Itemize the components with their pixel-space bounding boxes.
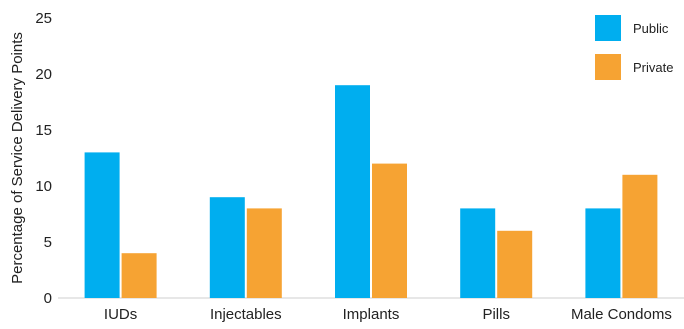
bar-private-iuds <box>121 253 157 298</box>
bar-private-injectables <box>246 208 282 298</box>
legend-label-private: Private <box>633 60 673 75</box>
x-tick-label: Implants <box>343 306 400 323</box>
bar-public-pills <box>460 208 496 298</box>
y-axis-title: Percentage of Service Delivery Points <box>9 32 26 284</box>
bar-private-pills <box>497 230 533 298</box>
x-axis-labels: IUDs Injectables Implants Pills Male Condoms <box>104 306 672 323</box>
bar-series-group <box>84 85 658 298</box>
legend: Public Private <box>595 15 673 80</box>
bar-public-implants <box>335 85 370 298</box>
x-tick-label: IUDs <box>104 306 137 323</box>
legend-swatch-private <box>595 54 621 80</box>
x-tick-label: Pills <box>482 306 510 323</box>
y-tick-label: 0 <box>44 290 52 307</box>
bar-private-male-condoms <box>622 174 658 298</box>
y-tick-label: 15 <box>35 122 52 139</box>
x-tick-label: Male Condoms <box>571 306 672 323</box>
y-tick-label: 10 <box>35 178 52 195</box>
x-tick-label: Injectables <box>210 306 282 323</box>
y-tick-label: 25 <box>35 10 52 27</box>
legend-swatch-public <box>595 15 621 41</box>
y-tick-label: 5 <box>44 234 52 251</box>
y-axis-ticks: 0 5 10 15 20 25 <box>35 10 52 307</box>
bar-public-male-condoms <box>585 208 621 298</box>
y-tick-label: 20 <box>35 66 52 83</box>
bar-public-injectables <box>209 197 245 298</box>
bar-public-iuds <box>84 152 120 298</box>
legend-label-public: Public <box>633 21 669 36</box>
bar-private-implants <box>372 163 407 298</box>
